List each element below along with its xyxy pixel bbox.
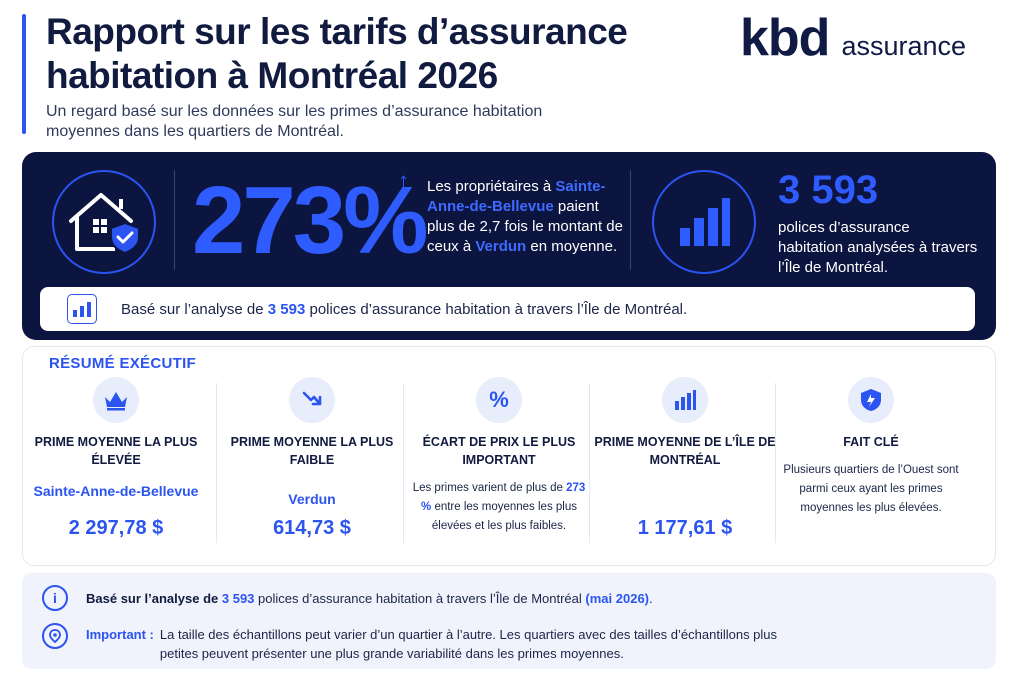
summary-title: PRIME MOYENNE LA PLUS ÉLEVÉE xyxy=(34,435,198,467)
column-divider xyxy=(403,383,404,543)
logo-word: assurance xyxy=(841,31,967,61)
analysis-strip-text: Basé sur l’analyse de 3 593 polices d’as… xyxy=(121,301,687,318)
stat-place-highest: Sainte-Anne-de-Bellevue xyxy=(427,178,606,215)
summary-place: Sainte-Anne-de-Bellevue xyxy=(33,483,199,499)
stat-text-3: en moyenne. xyxy=(530,238,618,255)
percent-icon: % xyxy=(476,377,522,423)
summary-price-gap: % ÉCART DE PRIX LE PLUS IMPORTANT Les pr… xyxy=(406,377,592,557)
stat-place-lowest: Verdun xyxy=(475,238,527,255)
location-pin-icon xyxy=(42,623,68,649)
chart-icon xyxy=(67,294,97,324)
summary-lowest-premium: PRIME MOYENNE LA PLUS FAIBLE Verdun 614,… xyxy=(219,377,405,557)
body-highlight: 273 % xyxy=(421,482,586,513)
up-arrow-icon: ↑ xyxy=(398,168,409,193)
trend-down-icon xyxy=(289,377,335,423)
big-percent-stat: 273% xyxy=(192,167,429,274)
banner-divider xyxy=(630,170,631,270)
key-stats-banner: 273% ↑ Les propriétaires à Sainte-Anne-d… xyxy=(22,152,996,340)
important-label: Important : xyxy=(86,627,154,642)
strip-suffix: polices d’assurance habitation à travers… xyxy=(309,300,688,318)
info-icon: i xyxy=(42,585,68,611)
stat-text-1: Les propriétaires à xyxy=(427,178,552,195)
info-mid: polices d’assurance habitation à travers… xyxy=(258,591,582,606)
info-prefix: Basé sur l’analyse de xyxy=(86,591,219,606)
policy-count: 3 593 xyxy=(778,168,879,212)
important-body: La taille des échantillons peut varier d… xyxy=(159,627,778,661)
info-note: i Basé sur l’analyse de 3 593 polices d’… xyxy=(42,585,653,611)
strip-prefix: Basé sur l’analyse de xyxy=(121,300,264,318)
column-divider xyxy=(216,383,217,543)
house-shield-icon xyxy=(52,170,156,274)
column-divider xyxy=(589,383,590,543)
info-note-text: Basé sur l’analyse de 3 593 polices d’as… xyxy=(86,589,653,608)
info-count: 3 593 xyxy=(221,591,255,606)
summary-body: Les primes varient de plus de 273 % entr… xyxy=(406,479,592,536)
body-part: entre les moyennes les plus élevées et l… xyxy=(431,501,577,532)
bar-chart-icon xyxy=(662,377,708,423)
shield-icon xyxy=(848,377,894,423)
analysis-strip: Basé sur l’analyse de 3 593 polices d’as… xyxy=(40,287,975,331)
info-end: . xyxy=(649,591,653,606)
policy-count-label: polices d’assurance habitation analysées… xyxy=(778,219,978,276)
summary-place: Verdun xyxy=(288,491,336,507)
stat-text-2: paient plus de 2,7 fois le montant de ce… xyxy=(427,198,623,255)
summary-heading: RÉSUMÉ EXÉCUTIF xyxy=(49,355,197,372)
body-part: Les primes varient de plus de xyxy=(412,482,563,494)
logo-brand: kbd xyxy=(740,9,830,67)
important-note: Important : La taille des échantillons p… xyxy=(42,623,806,663)
executive-summary: RÉSUMÉ EXÉCUTIF PRIME MOYENNE LA PLUS ÉL… xyxy=(22,346,996,566)
kbd-logo[interactable]: kbd assurance xyxy=(740,8,967,67)
summary-value: 614,73 $ xyxy=(273,517,351,539)
summary-title: PRIME MOYENNE LA PLUS FAIBLE xyxy=(230,435,394,467)
footer-notes: i Basé sur l’analyse de 3 593 polices d’… xyxy=(22,573,996,669)
bar-chart-icon xyxy=(652,170,756,274)
summary-title: FAIT CLÉ xyxy=(843,435,899,449)
strip-count: 3 593 xyxy=(267,300,306,318)
page-subtitle: Un regard basé sur les données sur les p… xyxy=(46,103,543,140)
banner-divider xyxy=(174,170,175,270)
page-title: Rapport sur les tarifs d’assurance habit… xyxy=(46,11,628,96)
important-note-text: Important : La taille des échantillons p… xyxy=(86,625,806,663)
summary-island-average: PRIME MOYENNE DE L’ÎLE DE MONTRÉAL 1 177… xyxy=(592,377,778,557)
summary-value: 1 177,61 $ xyxy=(637,517,733,539)
summary-body: Plusieurs quartiers de l’Ouest sont parm… xyxy=(783,464,959,514)
column-divider xyxy=(775,383,776,543)
title-accent-bar xyxy=(22,14,26,134)
summary-key-fact: FAIT CLÉ Plusieurs quartiers de l’Ouest … xyxy=(778,377,964,557)
summary-title: PRIME MOYENNE DE L’ÎLE DE MONTRÉAL xyxy=(594,435,776,467)
crown-icon xyxy=(93,377,139,423)
summary-highest-premium: PRIME MOYENNE LA PLUS ÉLEVÉE Sainte-Anne… xyxy=(23,377,209,557)
percent-explanation: Les propriétaires à Sainte-Anne-de-Belle… xyxy=(427,177,627,257)
info-date: (mai 2026) xyxy=(585,591,649,606)
summary-value: 2 297,78 $ xyxy=(68,517,164,539)
summary-title: ÉCART DE PRIX LE PLUS IMPORTANT xyxy=(422,435,576,467)
